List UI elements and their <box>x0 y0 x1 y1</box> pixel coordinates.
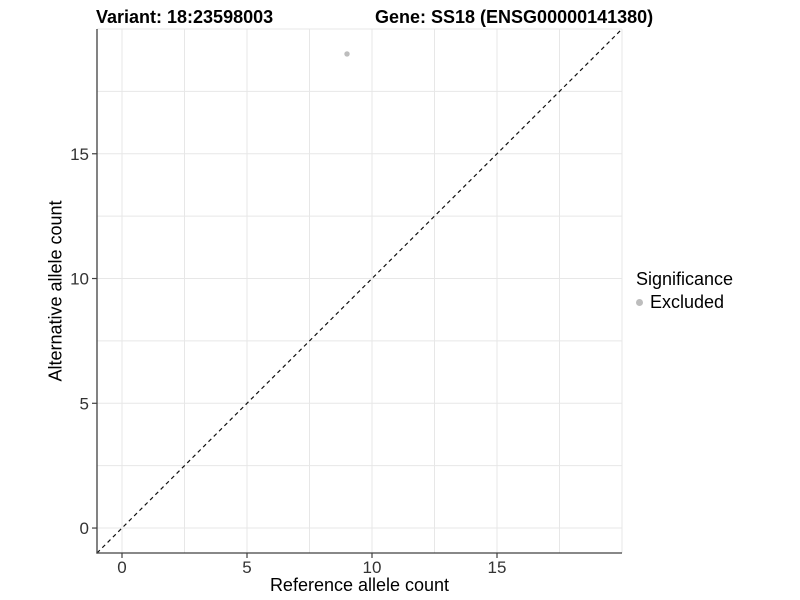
y-axis-title: Alternative allele count <box>45 200 66 382</box>
legend: Significance Excluded <box>636 268 733 312</box>
x-tick-label: 5 <box>242 558 251 577</box>
legend-item-excluded: Excluded <box>636 292 733 312</box>
x-tick-label: 0 <box>117 558 126 577</box>
y-tick-label: 10 <box>70 270 89 289</box>
x-axis-title: Reference allele count <box>269 575 450 595</box>
identity-reference-line <box>96 28 623 554</box>
y-tick-label: 15 <box>70 145 89 164</box>
x-tick-label: 15 <box>488 558 507 577</box>
legend-point-icon <box>636 298 643 306</box>
legend-item-label: Excluded <box>650 292 725 312</box>
legend-title: Significance <box>636 269 734 289</box>
y-tick-label: 0 <box>80 519 89 538</box>
plot-title-gene: Gene: SS18 (ENSG00000141380) <box>375 7 654 27</box>
x-tick-label: 10 <box>363 558 382 577</box>
data-point <box>344 51 350 57</box>
plot-title-variant: Variant: 18:23598003 <box>96 7 274 27</box>
y-tick-label: 5 <box>80 394 89 413</box>
